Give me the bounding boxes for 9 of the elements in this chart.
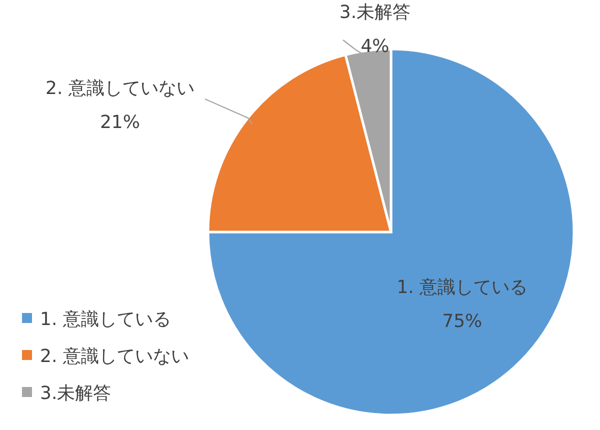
- data-label: 21%: [100, 112, 140, 133]
- data-label: 4%: [360, 36, 390, 57]
- legend-label: 3.未解答: [40, 383, 112, 404]
- slice-label: 1. 意識している: [396, 277, 528, 298]
- legend-label: 1. 意識している: [40, 309, 171, 330]
- data-label: 75%: [442, 311, 482, 332]
- slice-label: 2. 意識していない: [46, 78, 194, 99]
- slice-label: 3.未解答: [339, 2, 411, 23]
- legend-label: 2. 意識していない: [40, 346, 189, 367]
